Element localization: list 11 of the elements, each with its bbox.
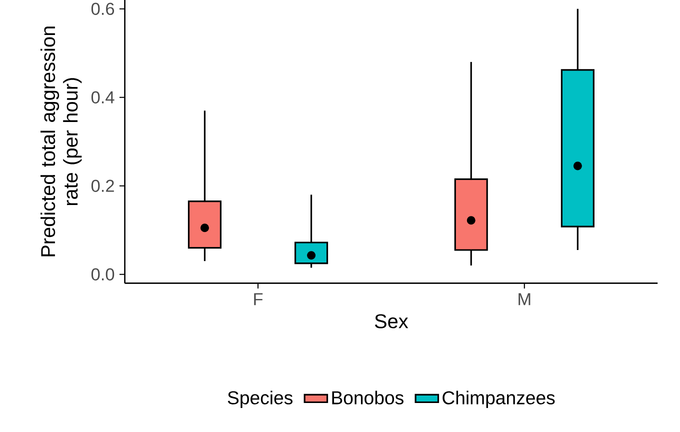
x-tick-label: M — [518, 293, 530, 306]
y-tick-label: 0.6 — [91, 2, 114, 15]
y-tick-label: 0.0 — [91, 268, 114, 280]
legend-title: Species — [228, 390, 292, 408]
x-tick-label: F — [254, 293, 263, 306]
y-axis-title: Predicted total aggression rate (per hour) — [40, 26, 82, 256]
x-axis-title: Sex — [374, 314, 408, 328]
legend-label: Bonobos — [332, 390, 404, 404]
y-tick-label: 0.2 — [91, 180, 114, 192]
y-tick-label: 0.4 — [91, 91, 114, 104]
legend-label: Chimpanzees — [442, 390, 555, 408]
